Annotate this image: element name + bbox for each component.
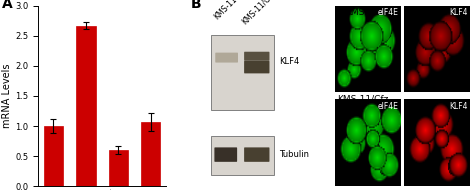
Text: KLF4: KLF4 (449, 8, 467, 17)
FancyBboxPatch shape (215, 53, 238, 63)
Bar (44, 126, 63, 186)
Text: eIF4E: eIF4E (378, 8, 399, 17)
Bar (109, 150, 128, 186)
FancyBboxPatch shape (244, 147, 270, 162)
Text: KMS-11: KMS-11 (346, 8, 380, 17)
FancyBboxPatch shape (211, 35, 274, 110)
Y-axis label: Relative KLF4
mRNA Levels: Relative KLF4 mRNA Levels (0, 63, 12, 129)
FancyBboxPatch shape (211, 136, 274, 175)
Text: Tubulin: Tubulin (279, 150, 309, 159)
Text: KMS-11/Cfz: KMS-11/Cfz (239, 0, 276, 26)
Text: eIF4E: eIF4E (378, 102, 399, 111)
FancyBboxPatch shape (214, 147, 237, 162)
Text: KMS-11: KMS-11 (212, 0, 239, 21)
Text: C: C (321, 0, 331, 1)
Text: KLF4: KLF4 (449, 102, 467, 111)
FancyBboxPatch shape (244, 61, 270, 73)
Bar (76, 26, 96, 186)
Text: A: A (2, 0, 13, 11)
FancyBboxPatch shape (244, 52, 270, 61)
Bar (141, 122, 160, 186)
Text: KMS-11/Cfz: KMS-11/Cfz (337, 95, 388, 104)
Text: B: B (191, 0, 202, 11)
Text: KLF4: KLF4 (279, 57, 299, 66)
